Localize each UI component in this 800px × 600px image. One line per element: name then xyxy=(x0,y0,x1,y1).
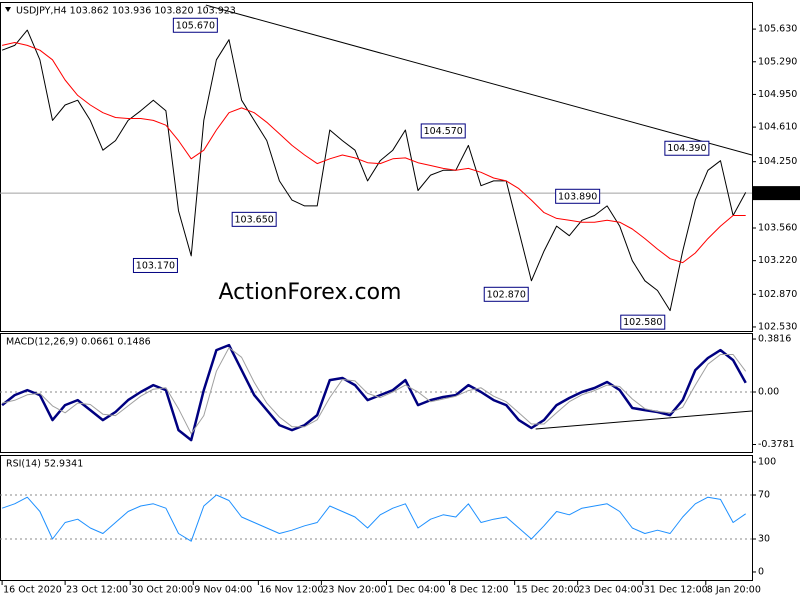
x-tick-label: 23 Dec 04:00 xyxy=(579,585,643,596)
y-tick-label: 102.530 xyxy=(758,321,797,332)
y-tick-label: 105.290 xyxy=(758,56,797,67)
price-annotation-box xyxy=(555,188,601,204)
y-tick-label: 104.610 xyxy=(758,122,797,133)
plot-area xyxy=(0,343,752,442)
price-annotation: 103.650 xyxy=(235,214,274,225)
x-tick-label: 16 Oct 2020 xyxy=(3,585,62,596)
y-tick-label: 0.00 xyxy=(758,387,779,398)
y-tick-label: 105.630 xyxy=(758,24,797,35)
y-tick-label: 103.220 xyxy=(758,255,797,266)
plot-area xyxy=(0,494,752,542)
last-price-label: 103.923 xyxy=(758,188,797,199)
series-line xyxy=(1,29,747,312)
x-tick-label: 31 Dec 12:00 xyxy=(644,585,708,596)
series-line xyxy=(1,494,746,542)
price-annotation: 103.170 xyxy=(136,260,175,271)
panel-title: MACD(12,26,9) 0.0661 0.1486 xyxy=(6,337,151,348)
panel-title: USDJPY,H4 103.862 103.936 103.820 103.92… xyxy=(16,6,236,17)
price-annotation-box xyxy=(620,314,666,330)
x-tick-label: 1 Dec 04:00 xyxy=(388,585,446,596)
panel-title: RSI(14) 52.9341 xyxy=(6,459,83,470)
trend-line xyxy=(535,410,752,430)
price-annotation-box xyxy=(132,257,178,273)
x-tick-label: 15 Dec 20:00 xyxy=(516,585,580,596)
x-tick-label: 23 Nov 20:00 xyxy=(322,585,386,596)
price-annotation-box xyxy=(483,286,529,302)
plot-area xyxy=(0,4,752,312)
y-tick-label: 103.560 xyxy=(758,222,797,233)
x-tick-label: 8 Jan 20:00 xyxy=(707,585,761,596)
last-price-box xyxy=(753,186,800,201)
y-tick-label: -0.3781 xyxy=(758,439,795,450)
price-annotation-box xyxy=(231,211,277,227)
series-line xyxy=(1,343,747,442)
trend-line xyxy=(205,4,752,156)
price-annotation: 104.390 xyxy=(667,143,706,154)
y-tick-label: 0 xyxy=(758,566,764,577)
x-tick-label: 9 Nov 04:00 xyxy=(194,585,252,596)
y-tick-label: 0.3816 xyxy=(758,334,791,345)
watermark: ActionForex.com xyxy=(219,280,402,305)
price-annotation-box xyxy=(172,17,218,33)
y-tick-label: 30 xyxy=(758,533,770,544)
title-icon xyxy=(5,7,11,12)
price-annotation: 102.580 xyxy=(623,317,662,328)
y-tick-label: 104.250 xyxy=(758,156,797,167)
price-annotation: 105.670 xyxy=(176,20,215,31)
series-line xyxy=(1,347,747,435)
y-tick-label: 104.950 xyxy=(758,89,797,100)
price-annotation-box xyxy=(420,123,466,139)
x-tick-label: 16 Nov 12:00 xyxy=(259,585,323,596)
price-annotation: 103.890 xyxy=(558,191,597,202)
x-tick-label: 30 Oct 20:00 xyxy=(131,585,193,596)
x-tick-label: 23 Oct 12:00 xyxy=(66,585,128,596)
price-annotation: 104.570 xyxy=(424,126,463,137)
x-tick-label: 8 Dec 12:00 xyxy=(451,585,509,596)
y-tick-label: 102.870 xyxy=(758,289,797,300)
series-line xyxy=(1,42,746,264)
price-annotation-box xyxy=(664,140,710,156)
price-annotation: 102.870 xyxy=(487,289,526,300)
panel-frame xyxy=(0,333,753,453)
y-tick-label: 100 xyxy=(758,457,776,468)
y-tick-label: 70 xyxy=(758,490,770,501)
